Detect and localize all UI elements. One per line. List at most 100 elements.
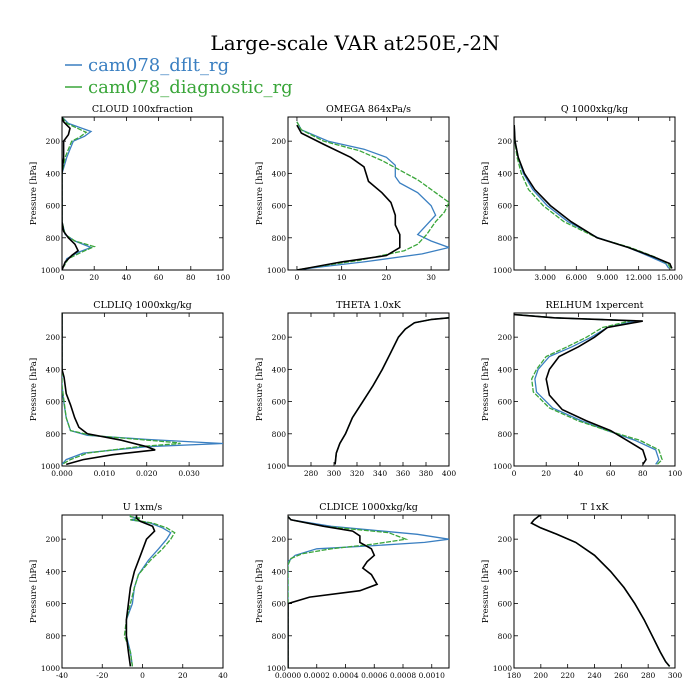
plot-frame (287, 116, 450, 271)
x-tick-label: 20 (541, 469, 551, 478)
y-tick-label: 200 (498, 137, 513, 146)
series-line-green (514, 125, 672, 269)
x-tick-label: 0.0004 (332, 671, 358, 680)
x-tick-label: 100 (668, 469, 683, 478)
x-tick-label: 0.0002 (304, 671, 330, 680)
series-line-black (62, 313, 156, 466)
y-tick-label: 600 (46, 600, 61, 609)
y-tick-label: 1000 (41, 266, 60, 275)
panel-title: CLDICE 1000xkg/kg (319, 502, 418, 513)
x-tick-label: 60 (606, 469, 616, 478)
x-tick-label: 40 (218, 671, 228, 680)
x-tick-label: 10 (337, 273, 347, 282)
legend: cam078_dflt_rg cam078_diagnostic_rg (65, 55, 293, 98)
x-tick-label: 0.0006 (361, 671, 387, 680)
y-tick-label: 400 (272, 365, 287, 374)
x-tick-label: 60 (154, 273, 164, 282)
series-line-green (62, 117, 97, 268)
series-line-black (125, 515, 156, 667)
series-line-green (296, 121, 449, 270)
x-tick-label: 0 (512, 469, 517, 478)
x-tick-label: 0 (295, 273, 300, 282)
x-tick-label: 12.000 (626, 273, 652, 282)
plot-frame (513, 116, 676, 271)
plot-frame (61, 116, 224, 271)
x-tick-label: 80 (186, 273, 196, 282)
y-tick-label: 800 (498, 632, 513, 641)
y-tick-label: 200 (498, 333, 513, 342)
x-tick-label: 320 (350, 469, 365, 478)
legend-label-diagnostic: cam078_diagnostic_rg (88, 77, 293, 98)
y-tick-label: 400 (498, 567, 513, 576)
panel-6: U 1xm/s 200 400 600 800 1000-40 -20 0 20 40 Pressu… (29, 502, 228, 680)
x-tick-label: 180 (507, 671, 522, 680)
panel-title: RELHUM 1xpercent (546, 300, 644, 311)
y-axis-label: Pressure [hPa] (29, 358, 39, 421)
y-axis-label: Pressure [hPa] (29, 162, 39, 225)
y-tick-label: 800 (498, 430, 513, 439)
x-tick-label: 0.020 (136, 469, 158, 478)
series-line-black (288, 516, 379, 668)
series-line-blue (514, 125, 670, 269)
series-line-blue (62, 117, 93, 268)
figure-title: Large-scale VAR at250E,-2N (210, 31, 499, 55)
series-line-green (517, 313, 663, 465)
x-tick-label: 30 (426, 273, 436, 282)
y-tick-label: 600 (46, 398, 61, 407)
y-axis-label: Pressure [hPa] (481, 162, 491, 225)
y-axis-label: Pressure [hPa] (29, 560, 39, 623)
x-tick-label: 20 (178, 671, 188, 680)
series-line-green (530, 515, 671, 667)
x-tick-label: 3.000 (534, 273, 556, 282)
y-tick-label: 400 (498, 169, 513, 178)
legend-label-dflt: cam078_dflt_rg (88, 55, 229, 76)
y-axis-label: Pressure [hPa] (255, 560, 265, 623)
x-tick-label: 360 (396, 469, 411, 478)
y-tick-label: 1000 (493, 266, 512, 275)
series-line-blue (62, 313, 223, 465)
series-line-green (334, 317, 449, 465)
y-tick-label: 800 (272, 430, 287, 439)
series-line-black (296, 124, 401, 270)
panel-title: U 1xm/s (123, 502, 163, 513)
x-tick-label: 15.000 (657, 273, 683, 282)
y-axis-label: Pressure [hPa] (481, 560, 491, 623)
x-tick-label: 300 (327, 469, 342, 478)
x-tick-label: 0.0000 (275, 671, 301, 680)
y-tick-label: 1000 (267, 266, 286, 275)
x-tick-label: 40 (122, 273, 132, 282)
y-tick-label: 200 (498, 535, 513, 544)
series-line-black (530, 515, 671, 667)
x-tick-label: 240 (587, 671, 602, 680)
x-tick-label: 0 (60, 273, 65, 282)
y-tick-label: 600 (46, 202, 61, 211)
panel-title: CLOUD 100xfraction (92, 104, 193, 115)
y-tick-label: 1000 (493, 462, 512, 471)
series-line-black (62, 117, 80, 270)
series-line-blue (296, 121, 449, 270)
series-line-green (62, 313, 181, 465)
series-line-blue (288, 516, 449, 668)
y-tick-label: 600 (272, 398, 287, 407)
x-tick-label: 6.000 (566, 273, 588, 282)
x-tick-label: 100 (216, 273, 231, 282)
y-axis-label: Pressure [hPa] (481, 358, 491, 421)
plot-frame (513, 312, 676, 467)
y-axis-label: Pressure [hPa] (255, 162, 265, 225)
y-tick-label: 1000 (267, 462, 286, 471)
x-tick-label: 280 (641, 671, 656, 680)
panel-title: OMEGA 864xPa/s (326, 104, 411, 115)
x-tick-label: 300 (668, 671, 683, 680)
x-tick-label: 340 (373, 469, 388, 478)
y-tick-label: 800 (46, 632, 61, 641)
y-tick-label: 400 (46, 567, 61, 576)
y-tick-label: 400 (46, 365, 61, 374)
x-tick-label: 20 (89, 273, 99, 282)
x-tick-label: 380 (419, 469, 434, 478)
